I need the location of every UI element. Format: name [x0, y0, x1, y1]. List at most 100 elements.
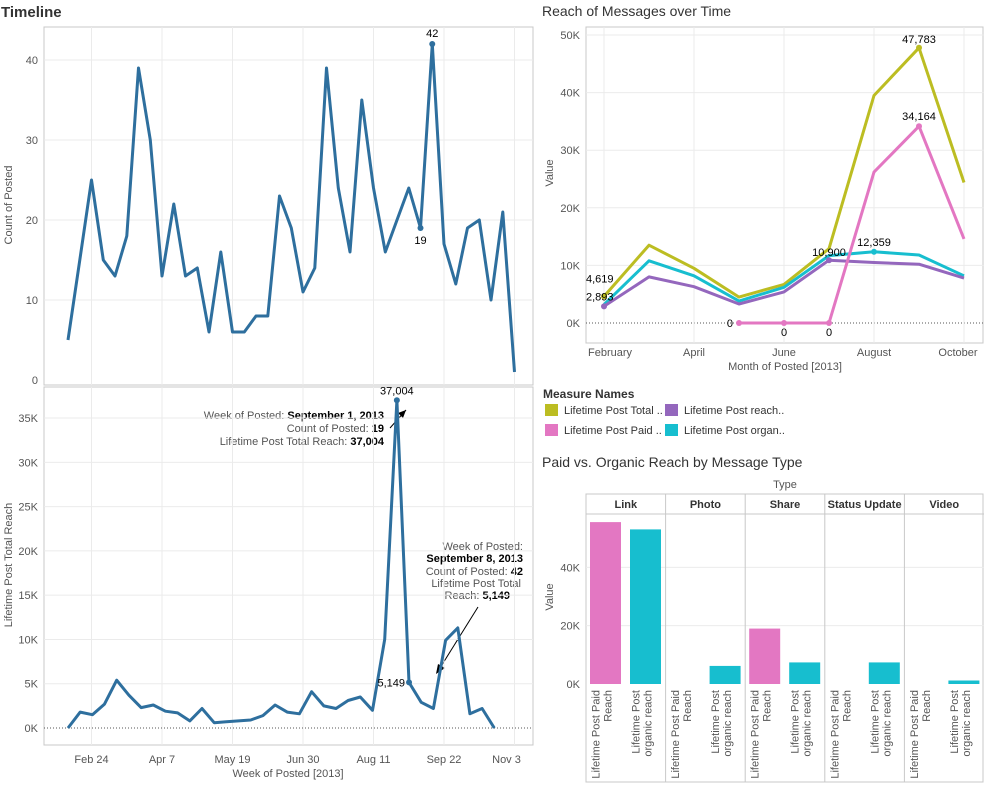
- reach-over-time-y-tick: 0K: [567, 318, 581, 330]
- reach-over-time-x-tick: October: [938, 347, 977, 359]
- reach-timeline-series-line[interactable]: [66, 398, 496, 729]
- bar-share-1[interactable]: [789, 662, 821, 684]
- reach-over-time-y-tick: 30K: [560, 145, 580, 157]
- count-series-line[interactable]: [66, 42, 516, 373]
- reach-over-time-series-0[interactable]: [602, 46, 966, 299]
- bar-measure-label: Reach: [603, 690, 615, 722]
- reach-timeline-y-tick: 35K: [18, 413, 38, 425]
- reach-timeline-y-tick: 10K: [18, 634, 38, 646]
- reach-over-time-point[interactable]: [601, 303, 607, 310]
- reach-over-time-x-axis-label: Month of Posted [2013]: [728, 361, 842, 373]
- reach-over-time-point[interactable]: [871, 248, 877, 255]
- reach-timeline-point-label: 37,004: [380, 385, 414, 397]
- bar-measure-label: Lifetime Post: [869, 690, 881, 754]
- reach-over-time-point-label: 0: [781, 327, 787, 339]
- reach-over-time-point[interactable]: [826, 257, 832, 264]
- reach-over-time-point-label: 2,893: [586, 291, 614, 303]
- reach-over-time-y-axis-label: Value: [544, 159, 556, 186]
- bar-measure-label: Lifetime Post Paid: [750, 690, 762, 779]
- count-y-tick: 20: [26, 215, 38, 227]
- bar-measure-label: Reach: [841, 690, 853, 722]
- reach-over-time-point[interactable]: [781, 320, 787, 326]
- bar-measure-label: organic reach: [643, 690, 655, 757]
- svg-text:Lifetime Post Total Reach: 37,: Lifetime Post Total Reach: 37,004: [220, 436, 385, 448]
- reach-over-time-point[interactable]: [601, 293, 607, 300]
- count-y-tick: 40: [26, 55, 38, 67]
- reach-over-time-y-tick: 50K: [560, 30, 580, 42]
- legend-item-total[interactable]: Lifetime Post Total ..: [564, 405, 663, 417]
- bar-measure-label: Lifetime Post Paid: [829, 690, 841, 779]
- legend-swatch-reach: [665, 404, 678, 416]
- bar-link-1[interactable]: [630, 529, 661, 684]
- count-y-axis-label: Count of Posted: [3, 166, 15, 245]
- bar-link-0[interactable]: [590, 522, 621, 684]
- reach-over-time-series-1[interactable]: [602, 250, 965, 306]
- svg-text:Count of Posted: 19: Count of Posted: 19: [287, 423, 384, 435]
- reach-over-time-point-label: 10,900: [812, 247, 846, 259]
- bar-photo-1[interactable]: [709, 665, 741, 684]
- annotation-2-key-3b: Reach:: [445, 590, 480, 602]
- annotation-2-key-3a: Lifetime Post Total: [431, 578, 521, 590]
- reach-over-time-point-label: 47,783: [902, 34, 936, 46]
- bar-category-header: Status Update: [828, 499, 902, 511]
- annotation-1-key-3: Lifetime Post Total Reach:: [220, 436, 348, 448]
- annotation-1-key-1: Week of Posted:: [204, 410, 285, 422]
- bar-measure-label: organic reach: [961, 690, 973, 757]
- reach-over-time-point[interactable]: [916, 123, 922, 130]
- bar-measure-label: Reach: [921, 690, 933, 722]
- bar-video-1[interactable]: [948, 680, 980, 684]
- legend-item-reach[interactable]: Lifetime Post reach..: [684, 405, 784, 417]
- reach-timeline-x-tick: Nov 3: [492, 754, 521, 766]
- annotation-1-value-1: September 1, 2013: [287, 410, 384, 422]
- reach-timeline-x-tick: Aug 11: [356, 754, 390, 766]
- reach-over-time-series-2[interactable]: [603, 258, 965, 308]
- reach-over-time-point[interactable]: [916, 44, 922, 51]
- bar-y-tick: 20K: [560, 621, 580, 633]
- reach-over-time-point-label: 4,619: [586, 273, 614, 285]
- reach-over-time-series-3[interactable]: [739, 124, 966, 325]
- legend-swatch-organic: [665, 424, 678, 436]
- bar-category-header: Photo: [690, 499, 721, 511]
- count-point-label: 19: [414, 235, 426, 247]
- bar-column-header: Type: [773, 479, 797, 491]
- bar-measure-label: Lifetime Post: [949, 690, 961, 754]
- annotation-1-value-3: 37,004: [350, 436, 385, 448]
- svg-text:Week of Posted: September 1, 2: Week of Posted: September 1, 2013: [204, 410, 384, 422]
- annotation-1-key-2: Count of Posted:: [287, 423, 369, 435]
- bar-measure-label: Lifetime Post: [790, 690, 802, 754]
- reach-timeline-x-axis-label: Week of Posted [2013]: [232, 768, 343, 780]
- count-point-label: 42: [426, 28, 438, 40]
- reach-timeline-point-label: 5,149: [378, 677, 406, 689]
- bar-measure-label: organic reach: [802, 690, 814, 757]
- count-plot-frame: [43, 26, 534, 386]
- dashboard-title: Timeline: [1, 4, 62, 21]
- count-y-tick: 10: [26, 295, 38, 307]
- annotation-1-value-2: 19: [372, 423, 384, 435]
- reach-timeline-highlight-point[interactable]: [393, 397, 400, 404]
- reach-over-time-point-label: 34,164: [902, 111, 936, 123]
- annotation-2-key-2: Count of Posted:: [426, 566, 508, 578]
- legend-item-paid[interactable]: Lifetime Post Paid ..: [564, 425, 662, 437]
- reach-timeline-x-tick: Jun 30: [286, 754, 319, 766]
- reach-timeline-y-tick: 15K: [18, 590, 38, 602]
- bar-plot-frame: [585, 493, 984, 783]
- count-y-tick: 30: [26, 135, 38, 147]
- reach-timeline-highlight-point[interactable]: [406, 679, 413, 686]
- annotation-1-arrowhead: [398, 410, 406, 418]
- charts-layer: 0 10 20 30 40 19 42 Feb 24 Apr 7 May 19 Jun 30 Aug …: [18, 26, 984, 783]
- count-highlight-point[interactable]: [429, 41, 436, 47]
- legend-title: Measure Names: [543, 387, 635, 401]
- reach-over-time-point[interactable]: [736, 320, 742, 326]
- bar-share-0[interactable]: [749, 628, 781, 684]
- bar-status-update-1[interactable]: [868, 662, 900, 684]
- reach-over-time-point-label: 0: [826, 327, 832, 339]
- reach-chart-title: Reach of Messages over Time: [542, 3, 731, 19]
- count-y-tick: 0: [32, 375, 38, 387]
- reach-over-time-x-tick: June: [772, 347, 796, 359]
- annotation-sep-1: Week of Posted: September 1, 2013 Count …: [204, 409, 407, 448]
- count-highlight-point[interactable]: [417, 225, 424, 231]
- legend-item-organic[interactable]: Lifetime Post organ..: [684, 425, 785, 437]
- bar-measure-label: Reach: [682, 690, 694, 722]
- reach-over-time-point[interactable]: [826, 320, 832, 326]
